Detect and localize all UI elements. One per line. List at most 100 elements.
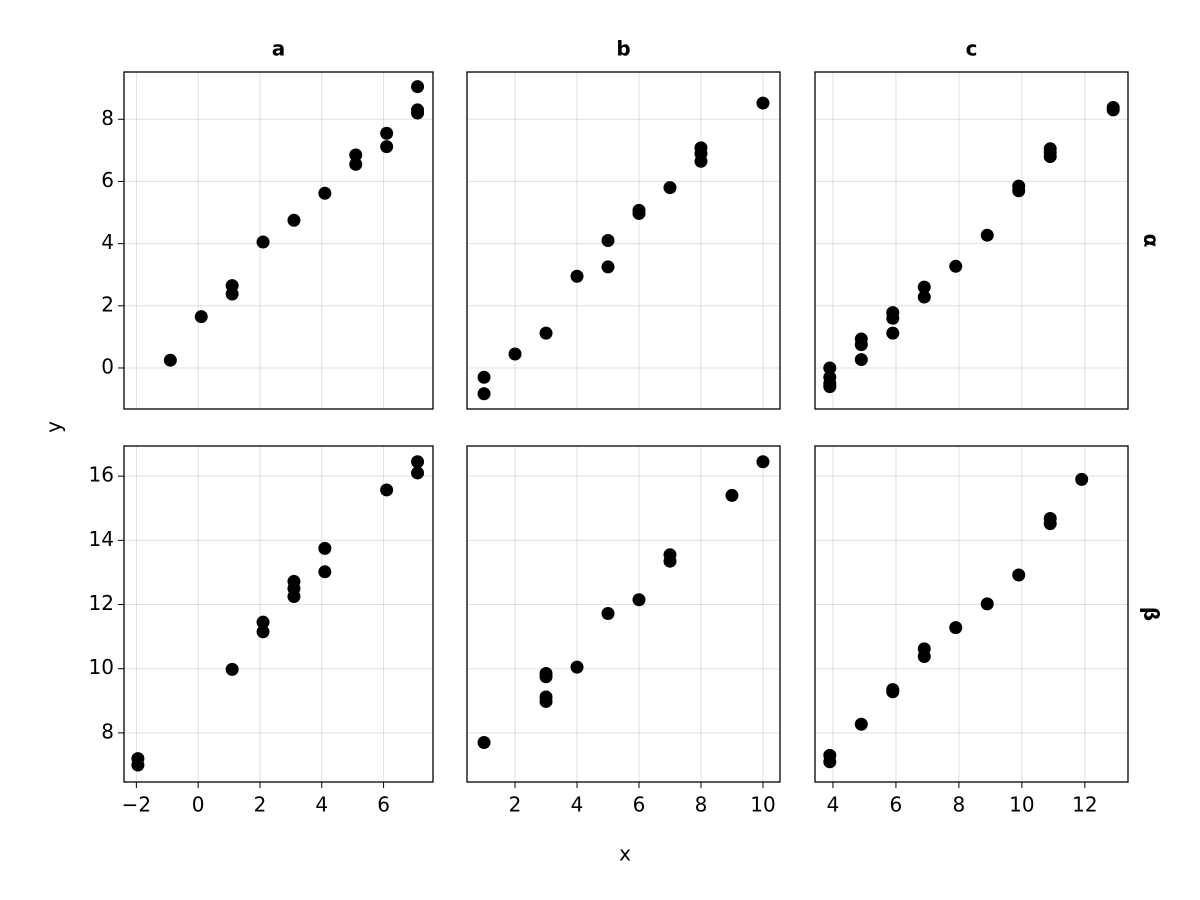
x-tick-label: 6 — [633, 793, 646, 817]
point — [663, 181, 677, 195]
y-tick-label: 0 — [101, 354, 114, 378]
point — [287, 213, 301, 227]
row-label: α — [1140, 234, 1164, 248]
x-tick-label: 0 — [192, 793, 205, 817]
point — [539, 326, 553, 340]
panel-frame — [123, 445, 434, 783]
y-tick-label: 16 — [89, 463, 114, 487]
point — [823, 380, 837, 394]
column-label: a — [272, 37, 286, 61]
point — [756, 455, 770, 469]
y-tick-label: 2 — [101, 292, 114, 316]
point — [694, 154, 708, 168]
point — [1043, 517, 1057, 531]
panel-frame — [814, 445, 1129, 783]
y-axis-label: y — [42, 421, 66, 433]
y-tick-label: 14 — [89, 527, 114, 551]
point — [318, 565, 332, 579]
point — [287, 590, 301, 604]
point — [256, 615, 270, 629]
x-tick-label: 10 — [1009, 793, 1034, 817]
point — [917, 280, 931, 294]
point — [725, 488, 739, 502]
point — [570, 269, 584, 283]
point — [318, 186, 332, 200]
point — [411, 106, 425, 120]
point — [632, 593, 646, 607]
y-tick-label: 6 — [101, 168, 114, 192]
point — [854, 353, 868, 367]
point — [1012, 568, 1026, 582]
x-tick-label: 8 — [953, 793, 966, 817]
point — [225, 287, 239, 301]
panel-frame — [814, 71, 1129, 410]
point — [539, 670, 553, 684]
column-label: b — [616, 37, 630, 61]
x-axis-label: x — [619, 842, 631, 866]
x-tick-label: 8 — [695, 793, 708, 817]
point — [256, 625, 270, 639]
point — [411, 466, 425, 480]
point — [349, 148, 363, 162]
point — [349, 157, 363, 171]
point — [632, 206, 646, 220]
point — [601, 260, 615, 274]
point — [1012, 184, 1026, 198]
point — [194, 310, 208, 324]
x-tick-label: 6 — [377, 793, 390, 817]
point — [477, 387, 491, 401]
x-tick-label: 10 — [750, 793, 775, 817]
point — [980, 597, 994, 611]
point — [318, 541, 332, 555]
point — [854, 717, 868, 731]
x-tick-label: −2 — [122, 793, 151, 817]
point — [508, 347, 522, 361]
x-tick-label: 4 — [827, 793, 840, 817]
point — [539, 694, 553, 708]
point — [477, 736, 491, 750]
point — [225, 662, 239, 676]
point — [380, 483, 394, 497]
point — [949, 621, 963, 635]
x-tick-label: 4 — [571, 793, 584, 817]
y-tick-label: 8 — [101, 719, 114, 743]
point — [380, 126, 394, 140]
x-tick-label: 4 — [315, 793, 328, 817]
point — [980, 228, 994, 242]
point — [917, 650, 931, 664]
point — [823, 755, 837, 769]
x-tick-label: 2 — [509, 793, 522, 817]
panel-frame — [466, 71, 781, 410]
point — [1106, 103, 1120, 117]
y-tick-label: 12 — [89, 591, 114, 615]
row-label: β — [1140, 607, 1164, 621]
point — [917, 290, 931, 304]
y-tick-label: 8 — [101, 106, 114, 130]
column-label: c — [966, 37, 978, 61]
y-tick-label: 4 — [101, 230, 114, 254]
point — [756, 96, 770, 110]
point — [949, 259, 963, 273]
panel-frame — [123, 71, 434, 410]
y-tick-label: 10 — [89, 655, 114, 679]
point — [1043, 150, 1057, 164]
x-tick-label: 12 — [1072, 793, 1097, 817]
point — [1075, 472, 1089, 486]
panel-frame — [466, 445, 781, 783]
point — [163, 353, 177, 367]
point — [256, 235, 270, 249]
point — [570, 660, 584, 674]
point — [663, 554, 677, 568]
point — [477, 370, 491, 384]
point — [411, 455, 425, 469]
point — [601, 607, 615, 621]
point — [886, 685, 900, 699]
x-tick-label: 2 — [254, 793, 267, 817]
point — [131, 758, 145, 772]
point — [601, 234, 615, 247]
point — [411, 80, 425, 94]
point — [823, 361, 837, 375]
x-tick-label: 6 — [890, 793, 903, 817]
point — [886, 311, 900, 325]
